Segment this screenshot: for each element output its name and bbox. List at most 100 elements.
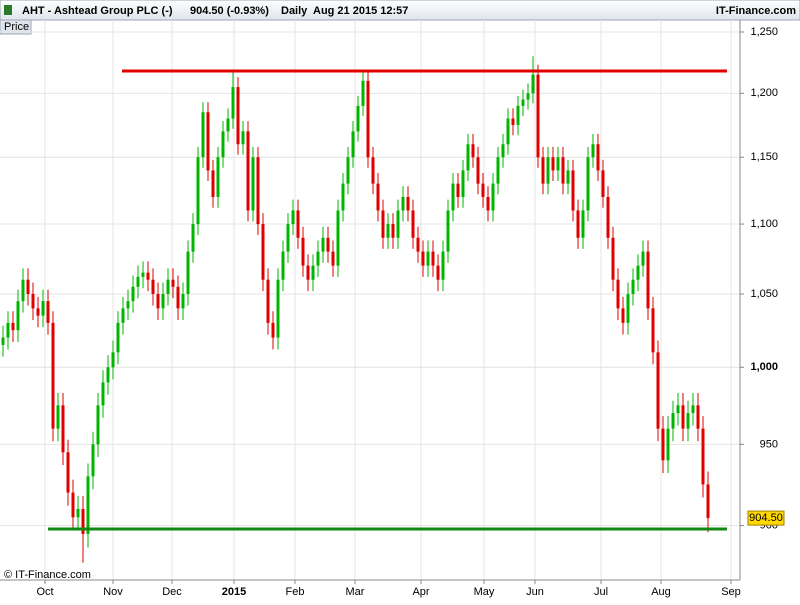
candle-body xyxy=(31,293,35,309)
candle-body xyxy=(41,301,45,316)
candle-body xyxy=(461,170,465,197)
candle-body xyxy=(301,237,305,266)
candle-body xyxy=(641,251,645,266)
candle-body xyxy=(581,210,585,238)
candle-body xyxy=(1,337,5,345)
candle-body xyxy=(156,293,160,309)
x-tick-label: Oct xyxy=(36,586,53,598)
candle-body xyxy=(401,196,405,211)
candle-body xyxy=(276,279,280,338)
y-tick-label: 950 xyxy=(760,438,778,450)
candle-body xyxy=(481,183,485,197)
candle-body xyxy=(326,237,330,252)
x-tick-label: Aug xyxy=(651,586,671,598)
candle-body xyxy=(426,251,430,266)
candle-body xyxy=(346,157,350,184)
x-tick-label: Nov xyxy=(103,586,123,598)
candle-body xyxy=(631,279,635,294)
y-tick-label: 1,100 xyxy=(750,218,778,230)
candle-body xyxy=(231,87,235,119)
candle-body xyxy=(376,183,380,211)
candle-body xyxy=(671,413,675,429)
candle-body xyxy=(686,413,690,429)
candle-body xyxy=(491,183,495,211)
candle-body xyxy=(71,492,75,518)
x-tick-label: Mar xyxy=(346,586,365,598)
candle-body xyxy=(476,157,480,184)
candle-body xyxy=(436,265,440,280)
candle-body xyxy=(46,301,50,323)
candle-body xyxy=(306,265,310,280)
candle-body xyxy=(606,196,610,238)
candle-body xyxy=(286,224,290,252)
x-tick-label: Jun xyxy=(526,586,544,598)
x-tick-label: 2015 xyxy=(222,586,246,598)
candle-body xyxy=(226,118,230,132)
candle-body xyxy=(661,428,665,461)
candle-body xyxy=(111,352,115,368)
candle-body xyxy=(596,144,600,171)
candle-body xyxy=(626,293,630,323)
candle-body xyxy=(236,87,240,145)
candle-body xyxy=(441,251,445,280)
candle-body xyxy=(146,272,150,280)
candle-body xyxy=(706,484,710,519)
candle-body xyxy=(681,405,685,429)
candle-body xyxy=(446,210,450,252)
candle-body xyxy=(501,144,505,158)
candle-body xyxy=(311,265,315,280)
x-tick-label: Sep xyxy=(721,586,741,598)
candle-body xyxy=(551,157,555,171)
candle-body xyxy=(656,352,660,429)
header-bar xyxy=(0,0,800,21)
candle-body xyxy=(336,210,340,266)
candle-body xyxy=(61,405,65,453)
y-tick-label: 1,000 xyxy=(750,361,778,373)
candle-body xyxy=(536,74,540,158)
candle-body xyxy=(201,112,205,158)
header-icon xyxy=(4,5,12,15)
candle-body xyxy=(116,322,120,353)
candle-body xyxy=(616,279,620,309)
candle-body xyxy=(576,210,580,238)
x-tick-label: May xyxy=(474,586,495,598)
candle-body xyxy=(601,170,605,197)
candle-body xyxy=(291,210,295,225)
candle-body xyxy=(76,508,80,518)
candle-body xyxy=(331,251,335,266)
candle-body xyxy=(391,224,395,238)
candle-body xyxy=(36,308,40,316)
candle-body xyxy=(121,308,125,323)
chart-subtitle: 904.50 (-0.93%) xyxy=(190,5,269,17)
candle-body xyxy=(206,112,210,171)
candle-body xyxy=(81,508,85,534)
candle-body xyxy=(541,157,545,184)
y-tick-label: 1,250 xyxy=(750,26,778,38)
candle-body xyxy=(456,183,460,197)
candle-body xyxy=(256,157,260,225)
candle-body xyxy=(341,183,345,211)
candle-body xyxy=(496,157,500,184)
candle-body xyxy=(611,237,615,280)
candle-body xyxy=(431,251,435,266)
candle-body xyxy=(521,99,525,106)
candle-body xyxy=(181,293,185,309)
candle-body xyxy=(11,322,15,331)
candle-body xyxy=(166,279,170,294)
candle-body xyxy=(196,157,200,225)
candle-body xyxy=(186,251,190,294)
candle-body xyxy=(511,118,515,125)
candle-body xyxy=(221,131,225,158)
brand: IT-Finance.com xyxy=(716,5,796,17)
candle-body xyxy=(216,157,220,197)
candle-body xyxy=(241,131,245,145)
candle-body xyxy=(646,251,650,309)
candle-body xyxy=(211,170,215,197)
candle-body xyxy=(361,80,365,106)
candle-body xyxy=(126,301,130,309)
candle-body xyxy=(651,308,655,353)
candle-body xyxy=(191,224,195,252)
x-tick-label: Feb xyxy=(286,586,305,598)
